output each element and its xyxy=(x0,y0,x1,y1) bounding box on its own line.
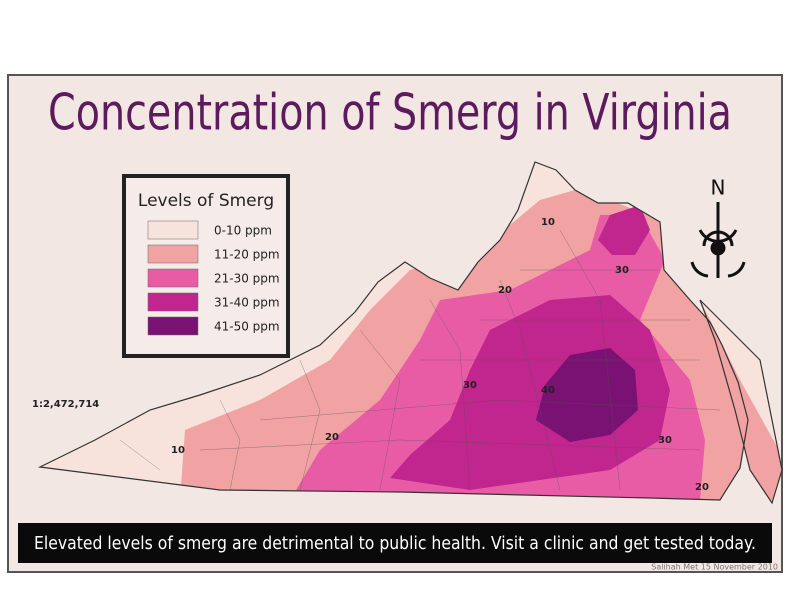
county-lines xyxy=(119,229,721,491)
legend-swatch xyxy=(147,244,199,264)
contour-label: 30 xyxy=(658,435,672,446)
legend-swatch xyxy=(147,220,199,240)
legend-label: 21-30 ppm xyxy=(214,272,280,286)
contour-label: 20 xyxy=(325,432,339,443)
legend-label: 11-20 ppm xyxy=(214,248,280,262)
contour-label: 20 xyxy=(498,285,512,296)
contour-labels: 10 10 20 20 20 30 30 30 40 xyxy=(171,217,709,493)
zone-31-40 xyxy=(390,295,670,490)
legend-swatch xyxy=(147,316,199,336)
scale: 1:2,472,714 xyxy=(32,399,99,410)
legend-label: 31-40 ppm xyxy=(214,296,280,310)
contour-label: 30 xyxy=(615,265,629,276)
banner xyxy=(18,523,772,563)
contour-label: 30 xyxy=(463,380,477,391)
legend-label: 41-50 ppm xyxy=(214,320,280,334)
legend-swatch xyxy=(147,292,199,312)
legend-items: 0-10 ppm 11-20 ppm 21-30 ppm 31-40 ppm 41-50… xyxy=(147,220,280,336)
north-label: N xyxy=(711,176,726,200)
legend-label: 0-10 ppm xyxy=(214,224,272,238)
contour-label: 10 xyxy=(171,445,185,456)
legend-swatch xyxy=(147,268,199,288)
state-outline xyxy=(37,161,783,505)
contour-label: 40 xyxy=(541,385,555,396)
compass-center xyxy=(710,240,726,256)
banner-text: Elevated levels of smerg are detrimental… xyxy=(34,533,756,554)
legend: Levels of Smerg 0-10 ppm 11-20 ppm 21-30 p… xyxy=(122,174,290,358)
credit: Salihah Met 15 November 2010 xyxy=(651,563,778,572)
title: Concentration of Smerg in Virginia xyxy=(48,84,732,142)
contour-label: 20 xyxy=(695,482,709,493)
contour-label: 10 xyxy=(541,217,555,228)
zone-31-40-north xyxy=(598,205,650,255)
legend-title: Levels of Smerg xyxy=(138,191,274,211)
compass: N xyxy=(690,176,746,278)
